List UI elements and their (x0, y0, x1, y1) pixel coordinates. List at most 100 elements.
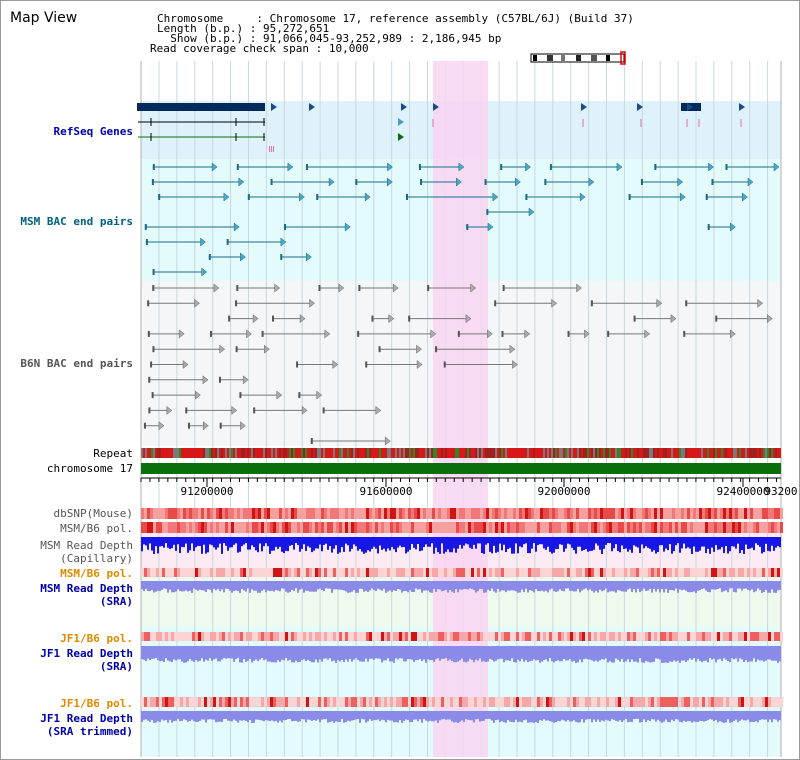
read-depth-bar (765, 537, 767, 544)
polymorphism-cell (654, 697, 657, 707)
read-depth-bar (721, 581, 723, 593)
polymorphism-cell (303, 508, 306, 519)
polymorphism-cell (192, 568, 195, 577)
read-depth-bar (223, 711, 225, 720)
read-depth-bar (261, 581, 263, 591)
read-depth-bar (429, 646, 431, 661)
repeat-segment (169, 448, 171, 458)
bac-end (486, 209, 489, 215)
polymorphism-cell (738, 568, 741, 577)
read-depth-bar (459, 711, 461, 722)
read-depth-bar (547, 537, 549, 547)
polymorphism-cell (573, 522, 576, 533)
read-depth-bar (737, 537, 739, 544)
read-depth-bar (361, 711, 363, 719)
read-depth-bar (757, 646, 759, 660)
msm-bac-label[interactable]: MSM BAC end pairs (20, 215, 133, 228)
msm-read-depth-sra-sub: (SRA) (99, 595, 133, 608)
bac-end-arrow (729, 329, 736, 339)
read-depth-bar (427, 711, 429, 722)
read-depth-bar (641, 711, 643, 722)
read-depth-bar (507, 711, 509, 720)
bac-end (208, 254, 211, 260)
refseq-genes-label[interactable]: RefSeq Genes (53, 125, 133, 138)
read-depth-bar (343, 711, 345, 723)
read-depth-bar (337, 711, 339, 722)
polymorphism-cell (495, 697, 498, 707)
polymorphism-cell (342, 508, 345, 519)
polymorphism-cell (147, 508, 150, 519)
polymorphism-cell (549, 697, 552, 707)
polymorphism-cell (657, 508, 660, 519)
repeat-segment (149, 448, 151, 458)
polymorphism-cell (540, 632, 543, 641)
repeat-segment (237, 448, 239, 458)
polymorphism-cell (477, 697, 480, 707)
read-depth-bar (267, 711, 269, 721)
read-depth-bar (753, 581, 755, 593)
read-depth-bar (697, 646, 699, 659)
read-depth-bar (159, 537, 161, 547)
b6n-bac-label[interactable]: B6N BAC end pairs (20, 357, 133, 370)
polymorphism-cell (528, 632, 531, 641)
polymorphism-cell (495, 522, 498, 533)
polymorphism-cell (423, 697, 426, 707)
repeat-segment (721, 448, 723, 458)
polymorphism-cell (513, 522, 516, 533)
repeat-segment (147, 448, 149, 458)
read-depth-bar (319, 711, 321, 723)
read-depth-bar (173, 646, 175, 660)
polymorphism-cell (513, 508, 516, 519)
polymorphism-cell (243, 697, 246, 707)
polymorphism-cell (651, 568, 654, 577)
polymorphism-cell (267, 568, 270, 577)
read-depth-bar (657, 537, 659, 552)
polymorphism-cell (420, 522, 423, 533)
polymorphism-cell (507, 632, 510, 641)
read-depth-bar (491, 537, 493, 554)
repeat-segment (141, 448, 143, 458)
read-depth-bar (323, 581, 325, 591)
polymorphism-cell (684, 632, 687, 641)
repeat-segment (221, 448, 223, 458)
read-depth-bar (361, 646, 363, 662)
read-depth-bar (689, 711, 691, 722)
repeat-segment (323, 448, 325, 458)
read-depth-bar (699, 537, 701, 551)
polymorphism-cell (696, 568, 699, 577)
polymorphism-cell (288, 508, 291, 519)
map-title: Map View (10, 10, 78, 26)
polymorphism-cell (486, 508, 489, 519)
polymorphism-cell (375, 522, 378, 533)
polymorphism-cell (249, 632, 252, 641)
polymorphism-cell (312, 697, 315, 707)
repeat-segment (675, 448, 677, 458)
read-depth-bar (299, 711, 301, 722)
read-depth-bar (529, 646, 531, 662)
read-depth-bar (529, 581, 531, 591)
polymorphism-cell (390, 508, 393, 519)
read-depth-bar (149, 711, 151, 722)
read-depth-bar (265, 581, 267, 593)
polymorphism-cell (360, 568, 363, 577)
read-depth-bar (357, 646, 359, 660)
polymorphism-cell (462, 522, 465, 533)
read-depth-bar (147, 537, 149, 550)
repeat-segment (423, 448, 425, 458)
read-depth-bar (373, 711, 375, 721)
read-depth-bar (205, 581, 207, 592)
read-depth-bar (487, 537, 489, 544)
polymorphism-cell (591, 697, 594, 707)
read-depth-bar (497, 537, 499, 552)
read-depth-bar (657, 581, 659, 590)
polymorphism-cell (600, 508, 603, 519)
read-depth-bar (305, 537, 307, 551)
read-depth-bar (743, 537, 745, 554)
read-depth-bar (445, 646, 447, 659)
bac-end-arrow (492, 192, 499, 202)
read-depth-bar (645, 581, 647, 592)
read-depth-bar (747, 711, 749, 720)
read-depth-bar (297, 581, 299, 593)
repeat-segment (509, 448, 511, 458)
